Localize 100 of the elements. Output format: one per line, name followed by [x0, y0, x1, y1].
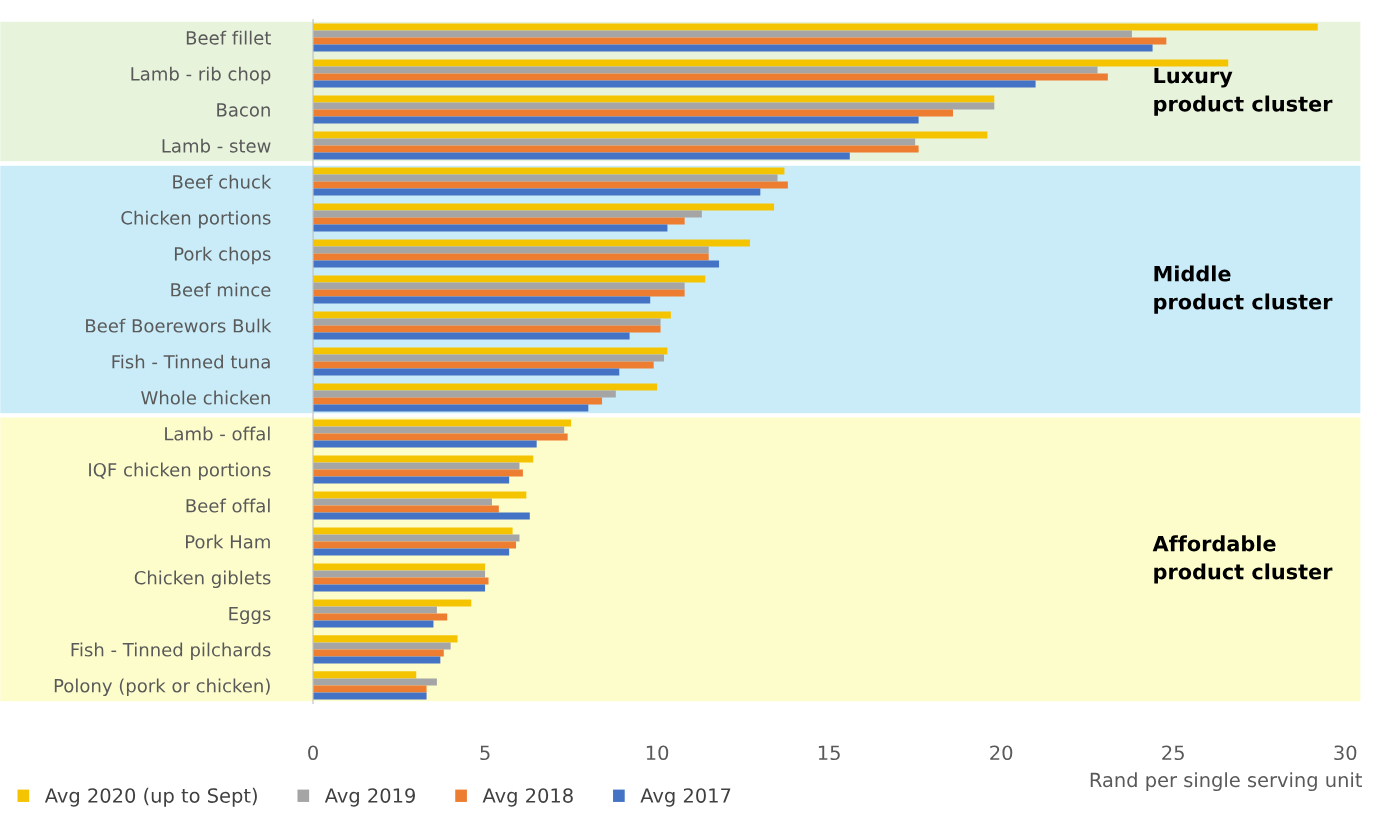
- legend-label: Avg 2020 (up to Sept): [44, 787, 257, 807]
- bar: [313, 260, 720, 268]
- bar: [313, 642, 451, 650]
- x-tick-label: 20: [990, 745, 1013, 761]
- bar: [313, 217, 685, 225]
- bar: [313, 152, 850, 160]
- bar: [313, 80, 1036, 88]
- y-tick-label: Fish - Tinned pilchards: [71, 642, 271, 661]
- bar: [313, 296, 651, 304]
- bar: [313, 73, 1108, 81]
- bar: [313, 548, 510, 556]
- bar: [313, 289, 685, 297]
- bar: [313, 368, 620, 376]
- bar: [313, 433, 568, 441]
- x-tick-label: 5: [480, 745, 490, 761]
- bar: [313, 383, 658, 391]
- bar: [313, 656, 441, 664]
- bar: [313, 469, 523, 477]
- band-label: Middle product cluster: [1154, 265, 1333, 314]
- bar: [313, 606, 437, 614]
- bar: [313, 397, 603, 405]
- bar: [313, 253, 709, 261]
- band-label: Luxury product cluster: [1154, 67, 1333, 116]
- bar: [313, 59, 1229, 67]
- y-tick-label: Chicken portions: [121, 210, 271, 229]
- y-tick-label: Pork Ham: [186, 534, 270, 549]
- bar: [313, 23, 1318, 31]
- legend-label: Avg 2018: [482, 788, 573, 807]
- bar: [313, 131, 988, 139]
- y-tick-label: Beef chuck: [173, 174, 272, 189]
- bar: [313, 37, 1167, 45]
- y-tick-label: Polony (pork or chicken): [54, 678, 270, 697]
- bar: [313, 95, 995, 103]
- bar: [313, 44, 1153, 52]
- bar: [313, 30, 1132, 38]
- bar: [313, 102, 995, 110]
- bar: [313, 462, 520, 470]
- bar: [313, 620, 434, 628]
- legend-label: Avg 2017: [640, 788, 731, 807]
- x-tick-label: 0: [308, 745, 318, 761]
- bar: [313, 332, 630, 340]
- bar: [313, 692, 427, 700]
- bar: [313, 282, 685, 290]
- bar: [313, 311, 671, 319]
- bar: [313, 390, 616, 398]
- x-tick-label: 15: [818, 745, 840, 761]
- bar: [313, 426, 565, 434]
- bar: [313, 361, 654, 369]
- bar: [313, 491, 527, 499]
- bar: [313, 570, 486, 578]
- bar: [313, 347, 668, 355]
- bar: [313, 275, 706, 283]
- bar: [313, 541, 517, 549]
- bar: [313, 527, 513, 535]
- y-tick-label: IQF chicken portions: [89, 462, 271, 481]
- bar: [313, 440, 537, 448]
- bar: [313, 318, 661, 326]
- bar: [313, 678, 437, 686]
- bar: [313, 584, 486, 592]
- bar: [313, 354, 664, 362]
- bar: [313, 138, 916, 146]
- bar: [313, 635, 458, 643]
- y-tick-label: Beef fillet: [186, 30, 271, 45]
- bar: [313, 563, 486, 571]
- bar: [313, 224, 668, 232]
- x-tick-label: 10: [646, 745, 669, 761]
- bar: [313, 66, 1098, 74]
- band-label: Affordable product cluster: [1152, 535, 1333, 584]
- y-tick-label: Beef mince: [171, 282, 271, 297]
- bar: [313, 109, 954, 117]
- bar: [313, 325, 661, 333]
- bar: [313, 174, 778, 182]
- bar: [313, 455, 534, 463]
- bar: [313, 239, 750, 247]
- bar: [313, 599, 472, 607]
- bar: [313, 210, 702, 218]
- y-tick-label: Eggs: [229, 607, 271, 625]
- y-tick-label: Bacon: [217, 103, 270, 117]
- bar: [313, 404, 589, 412]
- bar: [313, 419, 572, 427]
- bar: [313, 613, 448, 621]
- x-axis-title: Rand per single serving unit: [1090, 772, 1362, 792]
- y-tick-label: Lamb - offal: [165, 426, 270, 441]
- bar: [313, 512, 530, 520]
- y-tick-label: Pork chops: [174, 246, 271, 265]
- y-tick-label: Lamb - stew: [162, 138, 271, 153]
- bar: [313, 671, 417, 679]
- y-tick-label: Beef offal: [186, 498, 270, 513]
- bar: [313, 188, 761, 196]
- y-tick-label: Beef Boerewors Bulk: [86, 318, 272, 333]
- bar: [313, 181, 788, 189]
- bar: [313, 116, 919, 124]
- bar: [313, 203, 775, 211]
- y-tick-label: Whole chicken: [141, 390, 270, 405]
- bar: [313, 534, 520, 542]
- bar: [313, 246, 709, 254]
- x-tick-label: 25: [1162, 745, 1184, 761]
- y-tick-label: Fish - Tinned tuna: [112, 354, 270, 369]
- bar: [313, 505, 499, 513]
- bar: [313, 685, 427, 693]
